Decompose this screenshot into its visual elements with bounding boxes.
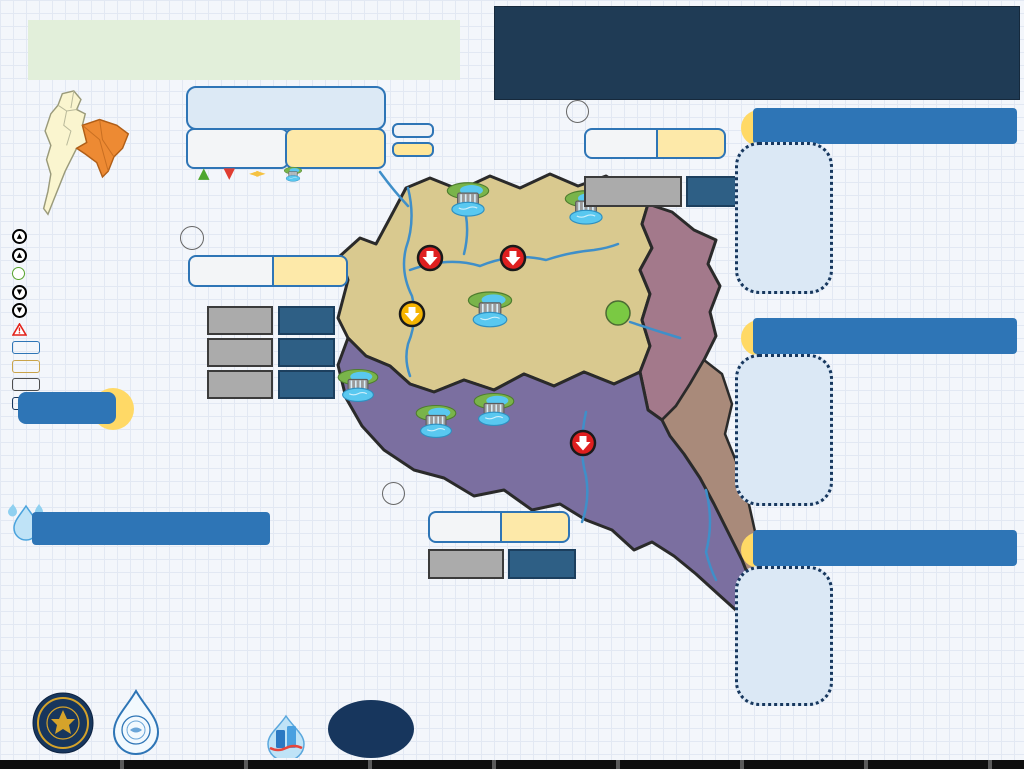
rain-header: [32, 512, 270, 545]
kgt30-ref: [278, 370, 335, 399]
panel3-header: [753, 530, 1017, 566]
up-arrow-icon: ▲: [198, 164, 210, 182]
tonlesap-block: [566, 100, 776, 162]
high-critical-icon: ▲: [12, 229, 27, 244]
panel-small-sources: [733, 528, 1020, 706]
station-marker-z57: [569, 429, 597, 457]
panel2-row-tonlesap: [833, 420, 1019, 454]
panel2-row-eastcoast: [833, 382, 1019, 410]
bangpakong-volume-box: [188, 255, 274, 287]
total-water-header: [186, 86, 386, 130]
government-seal-logo: [32, 692, 94, 754]
panel2-bar-eastcoast: [833, 382, 905, 408]
z57-ref: [508, 549, 576, 579]
station-marker-ske003: [605, 300, 631, 326]
date-header: [28, 20, 460, 80]
percent-box-icon: [12, 359, 40, 373]
dam-legend-icon: [283, 166, 302, 182]
normal-icon: [12, 267, 25, 280]
station-marker-kgt3: [499, 244, 527, 272]
panel1-row-bangpakong: [833, 248, 1019, 280]
kgt3-row: [140, 338, 340, 367]
box-legend: [392, 122, 442, 157]
nwoc-logo-graphic: [267, 714, 305, 758]
panel3-row-tonlesap: [833, 622, 1019, 648]
bangpakong-block: [180, 226, 380, 293]
panel1-status-legend: [733, 290, 1020, 297]
onwr-drop-logo: [112, 689, 160, 755]
kgt1-ref: [278, 306, 335, 335]
panel1-row-eastcoast: [833, 166, 1019, 194]
bottom-bar: [0, 760, 1024, 769]
water-quality-text: [14, 428, 314, 449]
panel1-row-tonlesap: [833, 204, 1019, 242]
tonlesap-percent-box: [658, 128, 726, 159]
bangpakong-percent-box: [274, 255, 348, 287]
page-title: [494, 6, 1020, 100]
panel3-bar-eastcoast: [833, 588, 955, 612]
panel1-header: [753, 108, 1017, 144]
map-rivers: [378, 170, 718, 582]
kgt30-level: [207, 370, 273, 399]
low-critical-icon: ▼: [12, 303, 27, 318]
footer-org-info: [425, 712, 985, 715]
panel-medium-sources: [733, 316, 1020, 518]
panel1-summary: [735, 142, 833, 294]
panel3-row-bangpakong: [833, 656, 1019, 682]
panel2-summary: [735, 354, 833, 506]
level-box-icon: [12, 378, 40, 391]
station-legend: ▲ ▲ ▼ ▼ !: [12, 224, 192, 414]
eastcoast-percent-box: [502, 511, 570, 543]
panel3-status-legend: [733, 686, 1020, 693]
onwr2-badge: [328, 700, 414, 758]
z57-level: [428, 549, 504, 579]
percent-pill-swatch: [392, 141, 434, 157]
bangpakong-basin-dot: [180, 226, 204, 250]
ske003-level: [584, 176, 682, 207]
station-fault-icon: !: [12, 322, 27, 336]
panel3-bar-tonlesap: [833, 622, 899, 646]
down-arrow-icon: ▼: [223, 164, 236, 182]
water-quality-header: [18, 392, 116, 424]
kgt1-row: [140, 306, 340, 335]
rain-scale: [15, 673, 215, 687]
eastcoast-volume-box: [428, 511, 502, 543]
panel2-bar-bangpakong: [833, 458, 869, 488]
panel2-status-legend: [733, 502, 1020, 509]
svg-text:!: !: [18, 326, 22, 335]
panel2-bar-tonlesap: [833, 420, 871, 452]
volume-pill-swatch: [392, 122, 434, 138]
watch-low-icon: ▼: [12, 284, 27, 300]
total-percent-box: [285, 128, 386, 169]
eastcoast-block: [382, 482, 592, 585]
tonlesap-basin-dot: [566, 100, 589, 123]
thailand-minimap: [42, 90, 130, 216]
kgt1-level: [207, 306, 273, 335]
watch-high-icon: ▲: [12, 247, 27, 263]
panel3-summary: [735, 566, 833, 706]
basin-map: [336, 170, 772, 628]
kgt3-level: [207, 338, 273, 367]
total-volume-box: [186, 128, 289, 169]
panel-large-sources: [733, 106, 1020, 308]
panel2-row-bangpakong: [833, 458, 1019, 490]
station-marker-kgt30: [398, 300, 426, 328]
panel2-header: [753, 318, 1017, 354]
volume-box-icon: [12, 341, 40, 354]
minimap-east-region: [75, 118, 130, 179]
panel3-row-eastcoast: [833, 588, 1019, 614]
panel1-bar-eastcoast: [833, 166, 917, 192]
stable-arrows-icon: ◄►: [249, 166, 266, 180]
panel3-bar-bangpakong: [833, 656, 917, 680]
tonlesap-volume-box: [584, 128, 658, 159]
panel1-bar-bangpakong: [833, 248, 879, 278]
kgt30-row: [140, 370, 340, 399]
trend-legend: ▲ ▼ ◄►: [198, 166, 308, 185]
station-marker-kgt1: [416, 244, 444, 272]
eastcoast-basin-dot: [382, 482, 405, 505]
kgt3-ref: [278, 338, 335, 367]
